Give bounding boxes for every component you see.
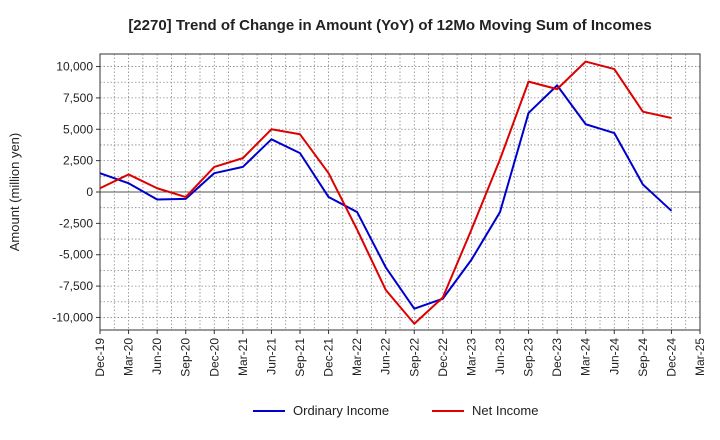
- ordinary-income-legend-label: Ordinary Income: [293, 403, 389, 418]
- x-tick-label: Sep-24: [636, 338, 650, 377]
- axes: [96, 53, 701, 334]
- y-tick-label: -5,000: [59, 248, 93, 262]
- x-tick-label: Dec-24: [664, 338, 678, 377]
- series-lines: [99, 60, 673, 325]
- x-tick-label: Mar-21: [236, 338, 250, 376]
- y-tick-label: 7,500: [63, 91, 93, 105]
- y-tick-label: 10,000: [56, 60, 93, 74]
- y-tick-label: 5,000: [63, 122, 93, 136]
- net-income-line: [99, 60, 672, 325]
- x-tick-label: Dec-21: [322, 338, 336, 377]
- x-tick-label: Mar-23: [464, 338, 478, 376]
- net-income-legend-label: Net Income: [472, 403, 538, 418]
- x-tick-label: Mar-25: [693, 338, 707, 376]
- x-tick-label: Jun-24: [607, 338, 621, 375]
- x-tick-label: Mar-20: [122, 338, 136, 376]
- y-tick-label: -7,500: [59, 279, 93, 293]
- y-tick-label: 0: [86, 185, 93, 199]
- x-tick-label: Dec-23: [550, 338, 564, 377]
- x-tick-label: Sep-22: [407, 338, 421, 377]
- y-tick-label: 2,500: [63, 154, 93, 168]
- x-tick-label: Jun-20: [150, 338, 164, 375]
- y-tick-labels: -10,000 -7,500 -5,000 -2,500 0 2,500 5,000 7,50…: [52, 60, 93, 325]
- x-tick-label: Jun-21: [264, 338, 278, 375]
- x-tick-label: Jun-22: [379, 338, 393, 375]
- x-tick-label: Sep-20: [179, 338, 193, 377]
- x-tick-label: Dec-22: [436, 338, 450, 377]
- x-tick-label: Sep-23: [522, 338, 536, 377]
- x-tick-label: Mar-22: [350, 338, 364, 376]
- x-tick-label: Mar-24: [579, 338, 593, 376]
- x-tick-label: Dec-20: [207, 338, 221, 377]
- chart-title: [2270] Trend of Change in Amount (YoY) o…: [128, 17, 651, 34]
- x-tick-labels: Dec-19 Mar-20 Jun-20 Sep-20 Dec-20 Mar-21 Jun-…: [93, 338, 707, 377]
- ordinary-income-line: [99, 84, 673, 310]
- x-tick-label: Sep-21: [293, 338, 307, 377]
- x-tick-label: Dec-19: [93, 338, 107, 377]
- y-tick-label: -10,000: [52, 310, 93, 324]
- y-tick-label: -2,500: [59, 216, 93, 230]
- y-axis-label: Amount (million yen): [7, 133, 22, 252]
- legend: Ordinary Income Net Income: [253, 403, 538, 418]
- x-tick-label: Jun-23: [493, 338, 507, 375]
